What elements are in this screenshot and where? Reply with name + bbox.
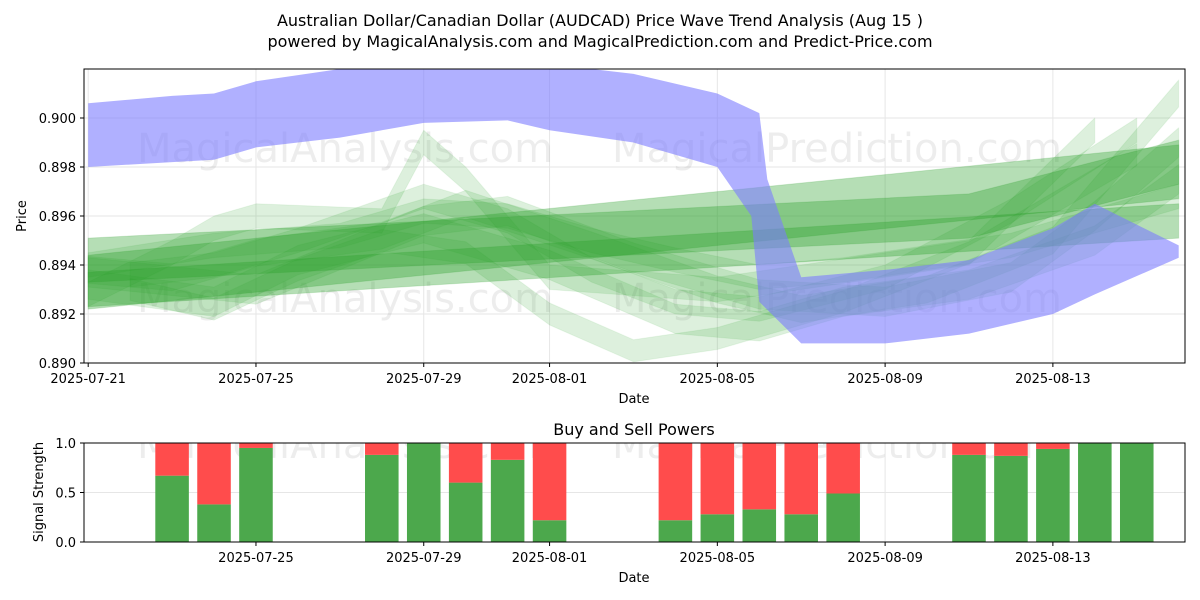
sell-power-bar [784, 443, 818, 515]
buy-power-bar [1119, 443, 1154, 542]
price-bands [87, 69, 1180, 363]
price-x-tick-label: 2025-08-09 [847, 372, 923, 387]
buy-power-bar [239, 447, 273, 542]
buy-power-bar [700, 514, 735, 542]
buy-power-bar [406, 443, 441, 542]
signal-x-tick-label: 2025-07-25 [218, 551, 294, 566]
sell-power-bar [448, 443, 483, 483]
buy-power-bar [658, 520, 693, 542]
price-x-tick-label: 2025-07-29 [386, 372, 462, 387]
chart-title-line1: Australian Dollar/Canadian Dollar (AUDCA… [277, 11, 923, 30]
buy-power-bar [197, 504, 231, 542]
green-wave-band [87, 144, 1180, 310]
sell-power-bar [700, 443, 735, 515]
green-wave-band [87, 117, 1096, 308]
price-y-tick-label: 0.890 [39, 357, 76, 372]
sell-power-bar [490, 443, 525, 460]
signal-y-tick-label: 0.5 [55, 487, 76, 502]
sell-power-bar [197, 443, 231, 505]
price-chart-panel: MagicalAnalysis.com MagicalPrediction.com… [15, 68, 1186, 407]
sell-power-bar [742, 443, 777, 510]
buy-power-bar [742, 509, 777, 542]
price-x-tick-label: 2025-08-05 [680, 372, 756, 387]
buy-power-bar [952, 454, 986, 542]
signal-y-ticks: 0.0 0.5 1.0 [55, 437, 84, 551]
signal-x-tick-label: 2025-07-29 [386, 551, 462, 566]
buy-power-bar [1078, 443, 1112, 542]
price-y-tick-label: 0.900 [39, 112, 76, 127]
green-wave-band [129, 143, 1138, 363]
signal-chart-panel: Buy and Sell Powers MagicalAnalysis.comM… [32, 420, 1186, 586]
price-x-tick-label: 2025-07-25 [218, 372, 294, 387]
price-y-ticks: 0.890 0.892 0.894 0.896 0.898 0.900 [39, 112, 84, 372]
signal-y-tick-label: 0.0 [55, 536, 76, 551]
price-x-tick-label: 2025-07-21 [50, 372, 126, 387]
sell-power-bar [239, 443, 273, 448]
signal-x-axis-label: Date [618, 571, 649, 586]
green-wave-band [87, 139, 1180, 283]
chart-title-line2: powered by MagicalAnalysis.com and Magic… [267, 32, 932, 51]
price-x-tick-label: 2025-08-13 [1015, 372, 1091, 387]
green-wave-band [87, 183, 1180, 290]
sell-power-bar [658, 443, 693, 521]
buy-power-bar [784, 514, 818, 542]
buy-power-bar [994, 455, 1028, 542]
signal-x-tick-label: 2025-08-13 [1015, 551, 1091, 566]
sell-power-bar [532, 443, 567, 521]
sell-power-bar [994, 443, 1028, 456]
sell-power-bar [155, 443, 189, 476]
buy-power-bar [490, 459, 525, 542]
price-y-tick-label: 0.896 [39, 210, 76, 225]
sell-power-bar [365, 443, 399, 455]
price-x-ticks: 2025-07-21 2025-07-25 2025-07-29 2025-08-01… [50, 363, 1091, 387]
price-x-axis-label: Date [618, 392, 649, 407]
signal-x-ticks: 2025-07-25 2025-07-29 2025-08-01 2025-08-05… [218, 542, 1091, 566]
signal-x-tick-label: 2025-08-09 [847, 551, 923, 566]
buy-power-bar [365, 454, 399, 542]
signal-y-axis-label: Signal Strength [32, 442, 47, 542]
watermark-text: MagicalAnalysis.com [137, 276, 553, 322]
buy-power-bar [826, 493, 860, 542]
green-wave-band [87, 203, 1180, 308]
price-y-tick-label: 0.898 [39, 161, 76, 176]
sell-power-bar [826, 443, 860, 494]
buy-power-bar [532, 520, 567, 542]
buy-power-bar [1036, 448, 1070, 542]
signal-chart-title: Buy and Sell Powers [553, 420, 715, 439]
signal-x-tick-label: 2025-08-05 [680, 551, 756, 566]
sell-power-bar [1036, 443, 1070, 449]
price-y-tick-label: 0.894 [39, 259, 76, 274]
sell-power-bar [952, 443, 986, 455]
price-y-tick-label: 0.892 [39, 308, 76, 323]
signal-bars [155, 443, 1154, 542]
signal-y-tick-label: 1.0 [55, 437, 76, 452]
signal-x-tick-label: 2025-08-01 [512, 551, 588, 566]
buy-power-bar [155, 475, 189, 542]
blue-wave-band [88, 69, 1179, 344]
price-x-tick-label: 2025-08-01 [512, 372, 588, 387]
green-wave-band [87, 79, 1180, 324]
price-y-axis-label: Price [15, 200, 30, 232]
green-wave-band [87, 127, 1180, 317]
buy-power-bar [448, 482, 483, 542]
